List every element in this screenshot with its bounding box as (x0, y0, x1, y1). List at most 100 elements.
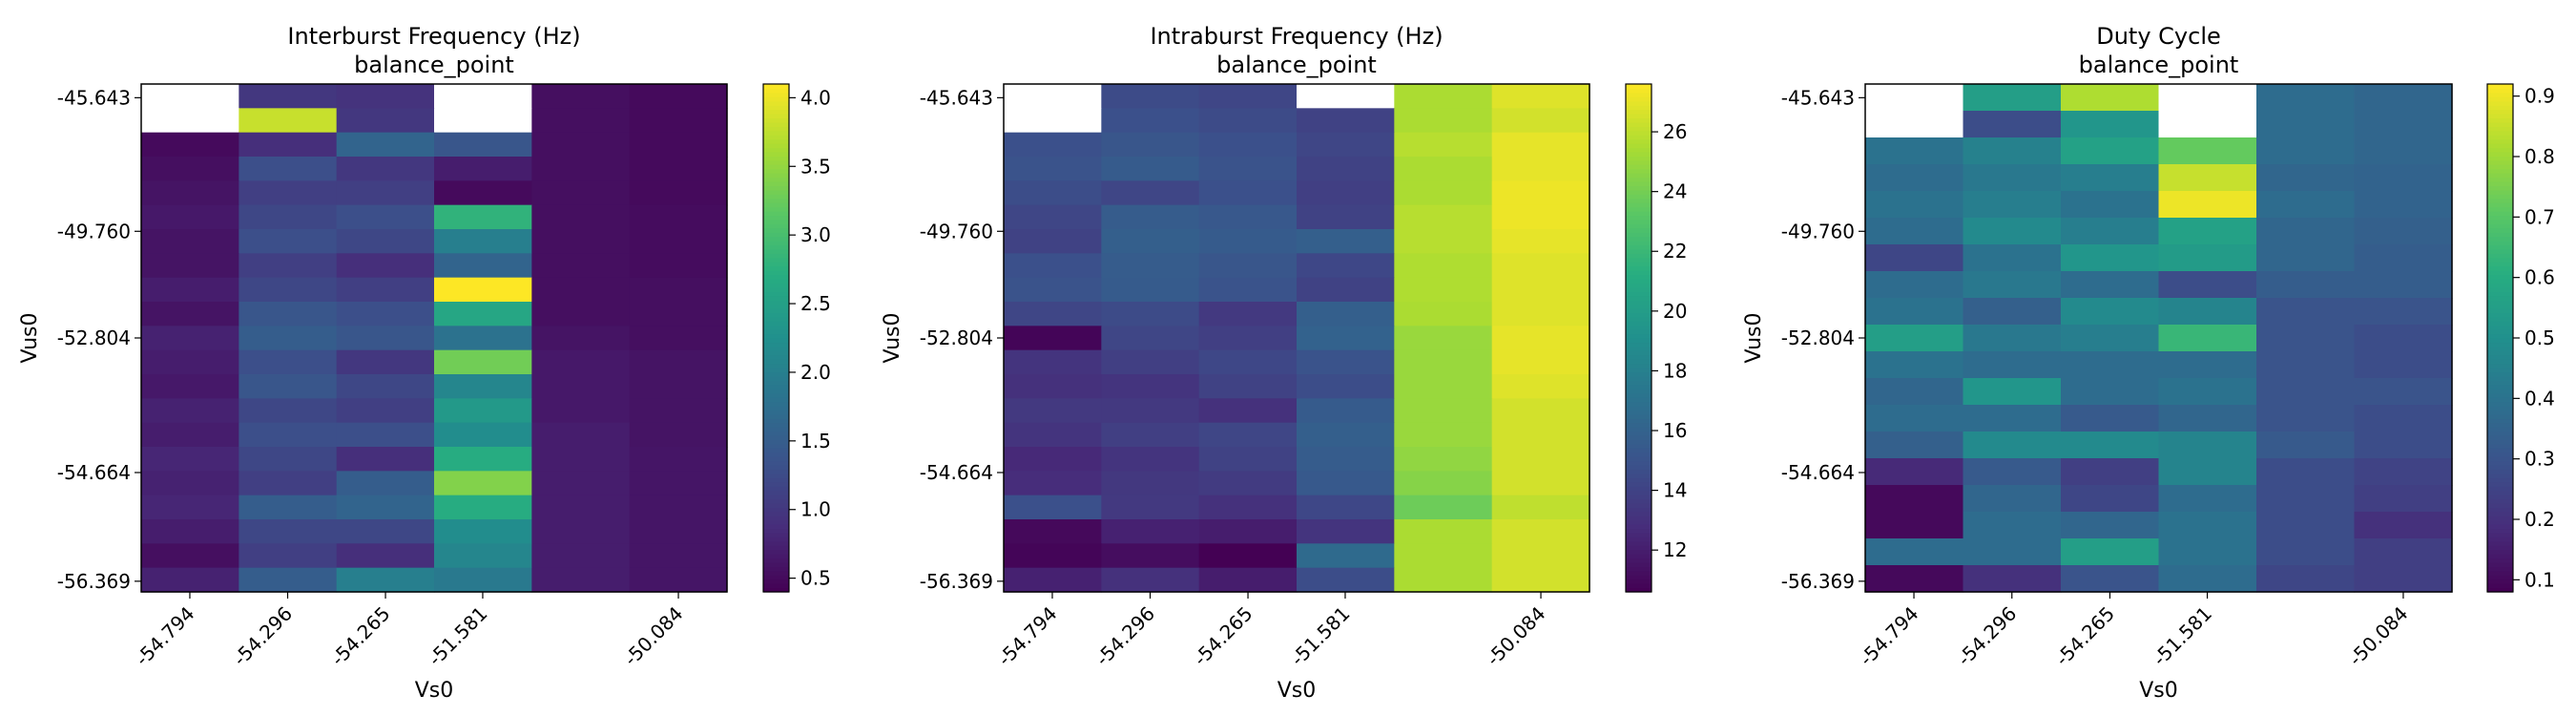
heatmap-cell (531, 567, 631, 593)
heatmap-cell (1101, 84, 1200, 109)
heatmap-cell (1004, 422, 1102, 448)
colorbar-segment (2487, 248, 2513, 254)
heatmap-cell (629, 302, 728, 326)
colorbar-segment (763, 346, 789, 351)
colorbar-segment (1626, 422, 1652, 428)
colorbar-segment (763, 109, 789, 115)
colorbar-segment (763, 460, 789, 466)
colorbar-segment (763, 105, 789, 111)
colorbar-segment (2487, 456, 2513, 462)
y-tick-label: -56.369 (57, 570, 131, 593)
heatmap-cell (1004, 180, 1102, 206)
colorbar-segment (1626, 92, 1652, 97)
heatmap-cell (2256, 244, 2356, 272)
heatmap-cell (629, 374, 728, 399)
heatmap-cell (141, 495, 239, 520)
colorbar-segment (763, 159, 789, 165)
heatmap-cell (1297, 398, 1395, 424)
colorbar-segment (763, 575, 789, 580)
colorbar-segment (763, 456, 789, 462)
heatmap-cell (1865, 485, 1964, 513)
colorbar-tick-label: 16 (1663, 419, 1687, 442)
heatmap-cell (531, 132, 631, 158)
colorbar-segment (2487, 274, 2513, 280)
colorbar-segment (2487, 126, 2513, 132)
colorbar-segment (1626, 270, 1652, 276)
heatmap-cell (2256, 538, 2356, 566)
heatmap-cell (1865, 325, 1964, 352)
colorbar-frame (1625, 83, 1652, 593)
heatmap-cell (629, 471, 728, 496)
colorbar-segment (2487, 380, 2513, 386)
heatmap-cell (2158, 244, 2257, 272)
colorbar-segment (1626, 219, 1652, 224)
heatmap-cell (2256, 485, 2356, 513)
colorbar-segment (2487, 232, 2513, 238)
colorbar-segment (763, 507, 789, 513)
heatmap-cell (1963, 538, 2062, 566)
colorbar-segment (763, 304, 789, 309)
colorbar-segment (2487, 117, 2513, 123)
x-tick-label: -51.581 (2149, 602, 2217, 671)
colorbar-segment (1626, 227, 1652, 233)
heatmap-cell (1865, 191, 1964, 219)
colorbar-segment (763, 244, 789, 250)
colorbar-segment (1626, 130, 1652, 136)
colorbar-segment (763, 114, 789, 119)
colorbar-segment (763, 537, 789, 542)
colorbar-segment (2487, 392, 2513, 398)
colorbar-segment (763, 126, 789, 132)
y-tick-label: -45.643 (920, 86, 993, 109)
colorbar-segment (2487, 516, 2513, 521)
y-tick-label: -56.369 (1781, 570, 1855, 593)
heatmap-cell (1394, 495, 1493, 520)
colorbar-segment (763, 262, 789, 267)
heatmap-cell (1394, 180, 1493, 206)
chart-title: Intraburst Frequency (Hz) (1150, 23, 1443, 50)
colorbar-segment (2487, 405, 2513, 411)
colorbar-segment (1626, 286, 1652, 292)
heatmap-cell (2061, 485, 2160, 513)
heatmap-cell (2256, 111, 2356, 138)
heatmap-cell (434, 157, 532, 181)
heatmap-cell (1865, 137, 1964, 165)
colorbar-segment (1626, 481, 1652, 487)
colorbar-tick-label: 3.5 (800, 155, 831, 178)
colorbar-segment (763, 473, 789, 478)
heatmap-cell (1101, 229, 1200, 254)
colorbar-segment (1626, 389, 1652, 394)
heatmap-cell (239, 374, 338, 399)
x-tick-label: -54.265 (1189, 602, 1257, 671)
heatmap-cell (1004, 157, 1102, 181)
heatmap-cell (336, 374, 435, 399)
colorbar-segment (2487, 189, 2513, 195)
heatmap-cell (2158, 485, 2257, 513)
colorbar-segment (763, 465, 789, 471)
colorbar-tick-label: 0.5 (800, 567, 831, 590)
heatmap-cell (1491, 495, 1590, 520)
y-tick-label: -52.804 (920, 326, 993, 349)
heatmap-cell (1198, 519, 1298, 544)
heatmap-cell (1297, 326, 1395, 351)
heatmap-cell (1101, 422, 1200, 448)
colorbar-segment (1626, 278, 1652, 284)
colorbar-segment (1626, 545, 1652, 551)
colorbar-segment (2487, 159, 2513, 165)
heatmap-cell (629, 349, 728, 375)
heatmap-cell (1963, 351, 2062, 379)
colorbar-segment (2487, 452, 2513, 457)
heatmap-cell (1101, 398, 1200, 424)
heatmap-cell (629, 543, 728, 569)
colorbar-segment (1626, 368, 1652, 373)
colorbar-segment (1626, 380, 1652, 386)
x-tick-label: -54.265 (2050, 602, 2119, 671)
heatmap-cell (141, 302, 239, 326)
colorbar-segment (2487, 566, 2513, 572)
colorbar-segment (1626, 583, 1652, 589)
colorbar-segment (1626, 575, 1652, 580)
colorbar-segment (763, 469, 789, 474)
heatmap-cell (239, 326, 338, 351)
heatmap-cell (2256, 405, 2356, 432)
colorbar-segment (763, 295, 789, 301)
